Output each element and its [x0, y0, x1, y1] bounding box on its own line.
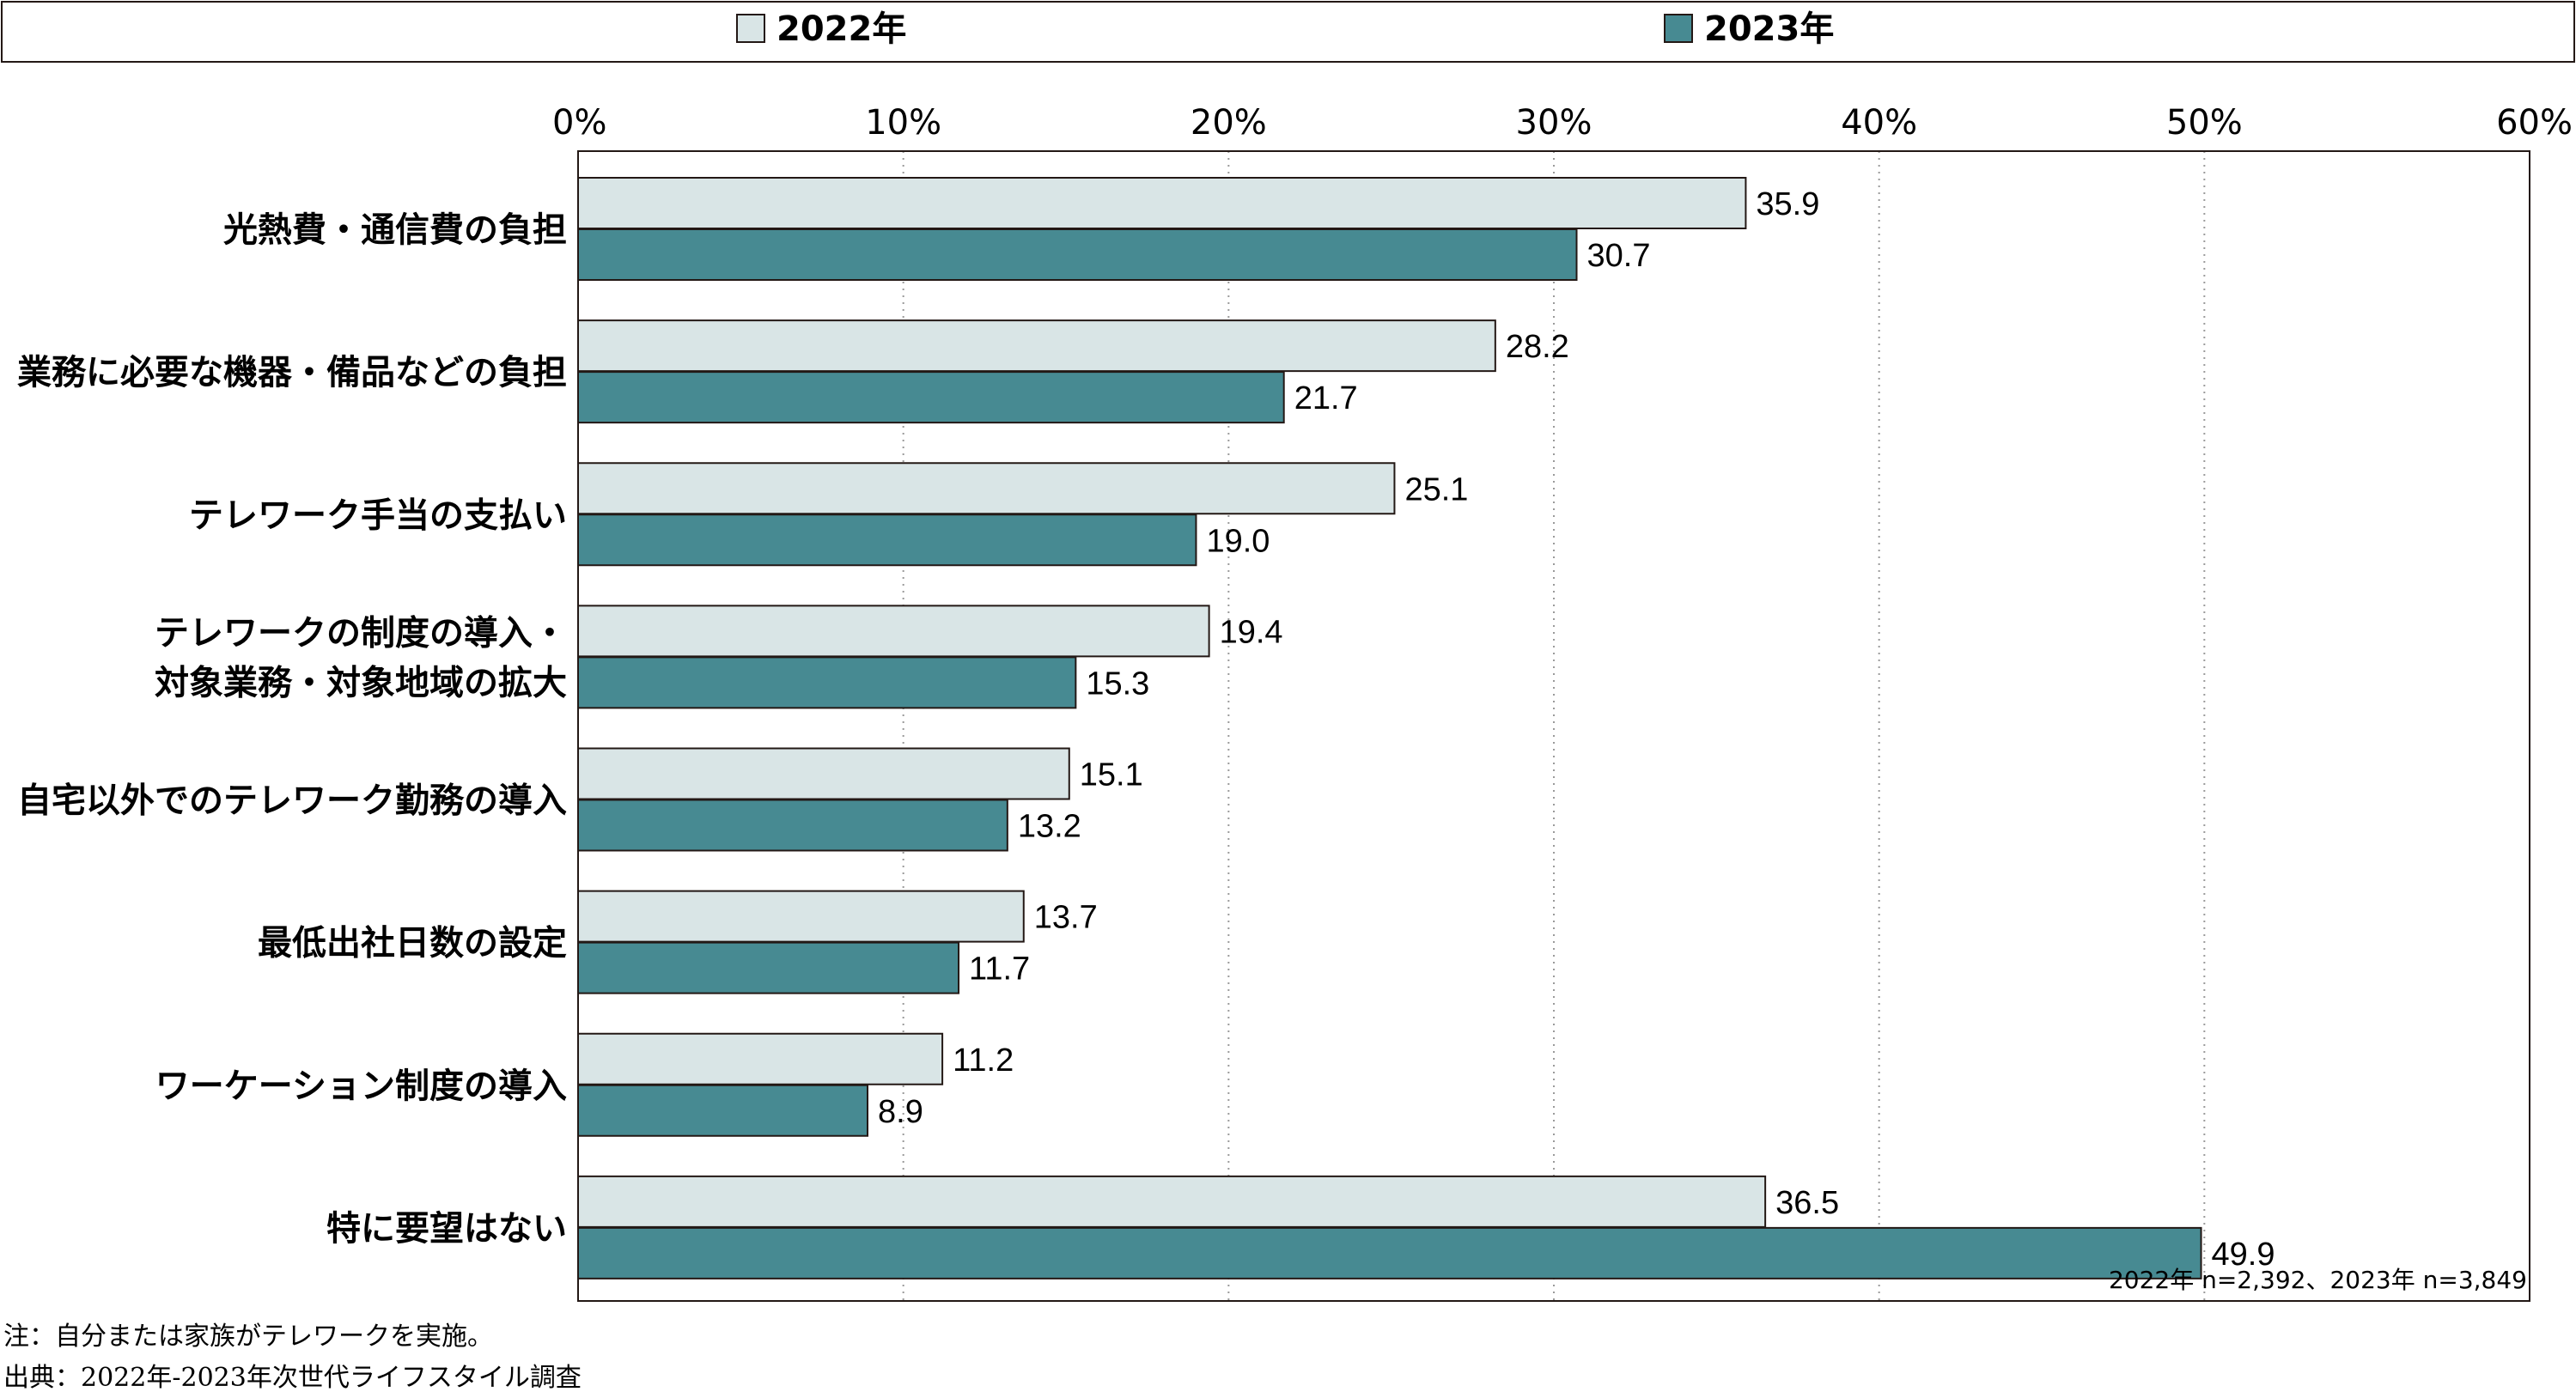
data-label: 19.0 [1206, 523, 1270, 559]
bar-2023 [577, 656, 1077, 709]
data-label: 13.2 [1018, 809, 1081, 845]
bar-2023 [577, 1226, 2202, 1279]
category-label: テレワークの制度の導入・ [155, 613, 567, 653]
bar-2023 [577, 228, 1578, 281]
source-note: 出典：2022年-2023年次世代ライフスタイル調査 [3, 1363, 582, 1393]
x-tick-label: 40% [1841, 103, 1917, 143]
x-tick-label: 20% [1191, 103, 1267, 143]
plot-frame [577, 150, 2530, 1302]
category-label: 最低出社日数の設定 [258, 924, 567, 963]
data-label: 21.7 [1294, 380, 1358, 416]
legend-swatch-2022 [736, 14, 765, 43]
legend: 2022年 2023年 [1, 1, 2575, 63]
bar-2022 [577, 319, 1496, 373]
bar-2022 [577, 605, 1210, 658]
bar-2022 [577, 177, 1747, 229]
bar-2023 [577, 371, 1285, 424]
bar-2022 [577, 747, 1070, 800]
bar-2022 [577, 1032, 944, 1085]
category-label: 対象業務・対象地域の拡大 [155, 663, 567, 702]
data-label: 11.7 [969, 951, 1030, 988]
footnote: 注：自分または家族がテレワークを実施。 [3, 1322, 493, 1352]
legend-swatch-2023 [1664, 14, 1693, 43]
category-label: 特に要望はない [326, 1209, 567, 1249]
x-tick-label: 60% [2496, 103, 2573, 143]
data-label: 15.1 [1080, 757, 1143, 793]
x-tick-label: 30% [1516, 103, 1592, 143]
bar-2022 [577, 1175, 1767, 1228]
bar-2022 [577, 890, 1025, 943]
bar-2023 [577, 941, 960, 994]
legend-label-2022: 2022年 [776, 9, 906, 49]
legend-label-2023: 2023年 [1704, 9, 1834, 49]
legend-frame [1, 1, 2575, 63]
data-label: 19.4 [1220, 614, 1283, 650]
data-label: 35.9 [1756, 186, 1819, 222]
category-label: 自宅以外でのテレワーク勤務の導入 [17, 781, 567, 821]
category-label: ワーケーション制度の導入 [155, 1067, 567, 1106]
x-tick-label: 50% [2166, 103, 2243, 143]
x-axis-ticks: 0% 10% 20% 30% 40% 50% 60% [552, 103, 2573, 143]
data-label: 15.3 [1086, 666, 1149, 702]
x-tick-label: 10% [865, 103, 941, 143]
data-label: 28.2 [1506, 329, 1569, 365]
bars: 35.9 30.7 28.2 21.7 25.1 19.0 19.4 15.3 15.1 13.2… [577, 177, 2275, 1279]
bar-2023 [577, 1084, 869, 1137]
data-label: 11.2 [953, 1042, 1014, 1079]
category-label: テレワーク手当の支払い [189, 495, 567, 535]
data-label: 36.5 [1775, 1185, 1839, 1221]
category-label: 光熱費・通信費の負担 [223, 210, 567, 250]
x-tick-label: 0% [552, 103, 606, 143]
data-label: 25.1 [1404, 471, 1468, 508]
category-labels: 光熱費・通信費の負担業務に必要な機器・備品などの負担テレワーク手当の支払いテレワ… [17, 210, 567, 1249]
data-label: 30.7 [1587, 238, 1651, 274]
bar-2023 [577, 514, 1197, 567]
sample-size-note: 2022年 n=2,392、2023年 n=3,849 [2109, 1266, 2527, 1294]
data-label: 8.9 [878, 1094, 923, 1130]
data-label: 49.9 [2212, 1237, 2275, 1273]
bar-2023 [577, 799, 1008, 852]
data-label: 13.7 [1034, 900, 1098, 936]
category-label: 業務に必要な機器・備品などの負担 [17, 353, 567, 392]
bar-2022 [577, 462, 1396, 515]
